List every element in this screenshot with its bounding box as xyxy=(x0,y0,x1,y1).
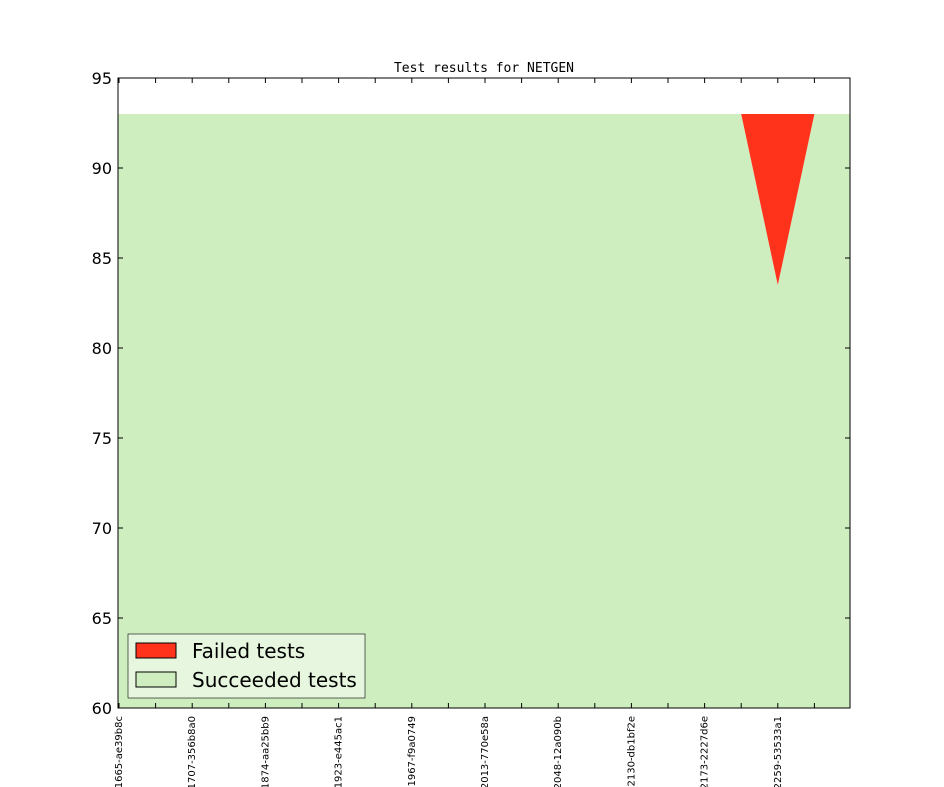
legend-label-succeeded: Succeeded tests xyxy=(192,668,357,692)
x-tick-label: 2259-53533a1 xyxy=(773,716,784,787)
x-tick-label: 1874-aa25bb9 xyxy=(260,716,271,787)
y-tick-label: 60 xyxy=(92,699,112,718)
series-failed-area xyxy=(119,114,815,285)
y-tick-label: 85 xyxy=(92,249,112,268)
x-tick-label: 1967-f9a0749 xyxy=(407,716,418,787)
plot-area xyxy=(118,114,850,708)
y-tick-label: 65 xyxy=(92,609,112,628)
legend-swatch-succeeded xyxy=(135,671,177,688)
chart-title: Test results for NETGEN xyxy=(394,61,574,76)
x-tick-label: 2048-12a090b xyxy=(553,716,564,787)
x-tick-label: 2130-db1bf2e xyxy=(626,716,637,787)
x-tick-label: 2173-2227d6e xyxy=(700,716,711,787)
y-tick-label: 95 xyxy=(92,69,112,88)
plot-frame xyxy=(117,77,851,709)
x-tick-label: 2013-770e58a xyxy=(480,716,491,787)
y-tick-label: 75 xyxy=(92,429,112,448)
legend: Failed tests Succeeded tests xyxy=(127,633,366,699)
y-tick-label: 90 xyxy=(92,159,112,178)
legend-label-failed: Failed tests xyxy=(192,639,305,663)
x-axis: 1665-ae39b8c 1707-356b8a0 1874-aa25bb9 1923… xyxy=(114,78,815,787)
x-tick-label: 1665-ae39b8c xyxy=(114,716,125,787)
legend-swatch-failed xyxy=(135,642,177,659)
y-tick-label: 80 xyxy=(92,339,112,358)
series-succeeded-area xyxy=(118,114,850,708)
x-tick-label: 1707-356b8a0 xyxy=(187,716,198,787)
x-tick-label: 1923-e445ac1 xyxy=(334,716,345,787)
y-tick-label: 70 xyxy=(92,519,112,538)
y-axis: 60 65 70 75 80 85 90 95 xyxy=(92,69,850,718)
